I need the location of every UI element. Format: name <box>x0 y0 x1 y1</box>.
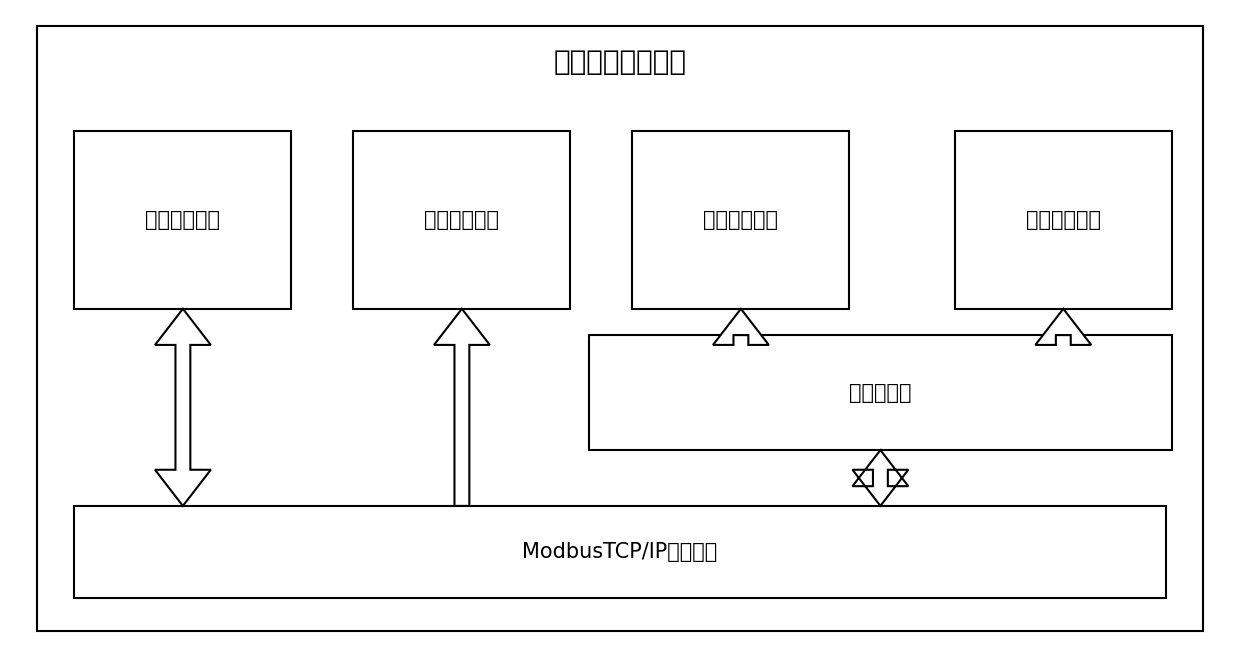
Bar <box>632 131 849 309</box>
Bar <box>74 506 1166 598</box>
Text: 历史数据库: 历史数据库 <box>849 382 911 403</box>
Polygon shape <box>853 450 908 506</box>
Text: 参数设定模块: 参数设定模块 <box>145 210 221 230</box>
Polygon shape <box>713 309 769 345</box>
Text: 趋势曲线模块: 趋势曲线模块 <box>703 210 779 230</box>
Bar <box>589 335 1172 450</box>
Text: ModbusTCP/IP网络通信: ModbusTCP/IP网络通信 <box>522 542 718 562</box>
Polygon shape <box>434 309 490 506</box>
Text: 温度巡检主控程序: 温度巡检主控程序 <box>553 49 687 76</box>
Bar <box>353 131 570 309</box>
Polygon shape <box>1035 309 1091 345</box>
Text: 温度巡检模块: 温度巡检模块 <box>424 210 500 230</box>
Bar <box>74 131 291 309</box>
Bar <box>955 131 1172 309</box>
Text: 报表打印模块: 报表打印模块 <box>1025 210 1101 230</box>
Polygon shape <box>155 309 211 506</box>
